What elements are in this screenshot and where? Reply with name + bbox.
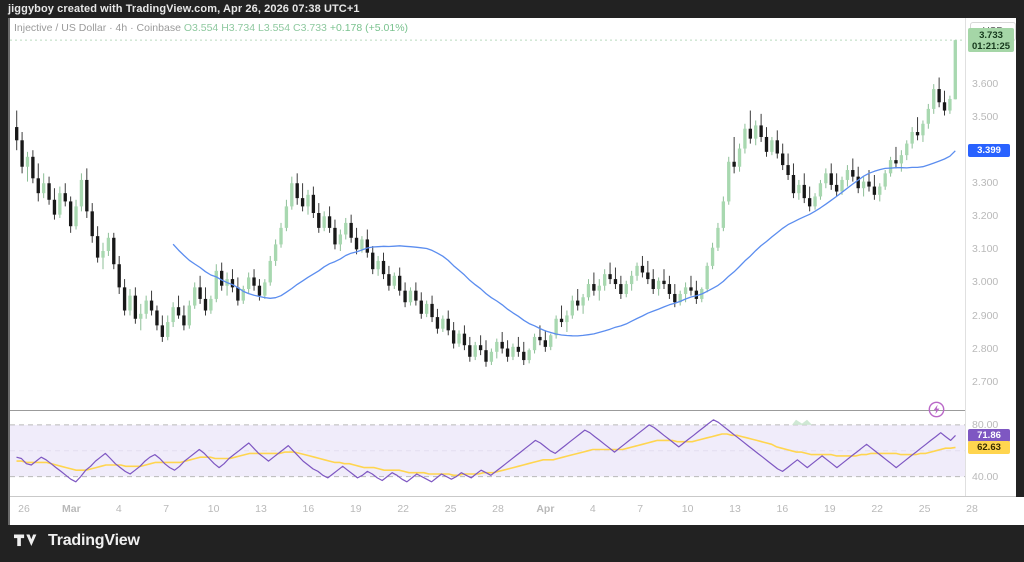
legend-close: C3.733 xyxy=(293,22,327,34)
legend-open: O3.554 xyxy=(183,22,219,34)
price-tick: 2.700 xyxy=(972,375,999,388)
price-tick: 3.200 xyxy=(972,210,999,223)
price-tick: 2.900 xyxy=(972,309,999,322)
time-axis[interactable]: 26 Mar 4 7 10 13 16 19 22 25 28 Apr 4 7 10 13 16 19 22 25 28 xyxy=(10,497,1024,525)
time-tick: 4 xyxy=(589,503,596,515)
lightning-alert-icon[interactable] xyxy=(928,401,945,418)
bar-countdown: 01:21:25 xyxy=(971,40,1011,52)
legend-symbol[interactable]: Injective / US Dollar · 4h · Coinbase xyxy=(14,22,181,34)
price-axis[interactable] xyxy=(965,18,1024,496)
time-tick: 7 xyxy=(637,503,644,515)
time-tick: Mar xyxy=(62,503,81,515)
price-tick: 3.100 xyxy=(972,243,999,256)
rsi-tick: 40.00 xyxy=(972,470,999,483)
time-tick: 19 xyxy=(349,503,362,515)
time-tick: 22 xyxy=(871,503,884,515)
rsi-pane[interactable] xyxy=(10,412,965,496)
footer-bar: TradingView xyxy=(0,525,1024,562)
candlestick-plot xyxy=(10,39,965,367)
time-tick: 13 xyxy=(729,503,741,515)
price-tick: 3.500 xyxy=(972,111,999,124)
ma-value-badge: 3.399 xyxy=(968,144,1010,158)
tradingview-mark-icon xyxy=(14,534,37,547)
tradingview-wordmark: TradingView xyxy=(48,532,140,549)
time-axis-separator xyxy=(10,496,1024,497)
rsi-ma-value-badge: 62.63 xyxy=(968,440,1010,454)
price-tick: 3.000 xyxy=(972,276,999,289)
price-axis-divider xyxy=(965,18,966,496)
time-tick: 10 xyxy=(207,503,220,515)
left-gutter-edge xyxy=(8,18,10,525)
time-tick: 13 xyxy=(255,503,267,515)
price-tick: 3.300 xyxy=(972,177,999,190)
rsi-value-badge: 71.86 xyxy=(968,428,1010,442)
time-tick: 25 xyxy=(444,503,457,515)
time-tick: 25 xyxy=(918,503,931,515)
price-pane[interactable] xyxy=(10,18,965,408)
rsi-tick: 80.00 xyxy=(972,418,999,431)
time-tick: 16 xyxy=(776,503,789,515)
legend-change: +0.178 (+5.01%) xyxy=(329,22,409,34)
pane-separator xyxy=(10,410,1024,411)
time-tick: 7 xyxy=(163,503,170,515)
tradingview-logo[interactable]: TradingView xyxy=(14,532,140,550)
time-tick: 22 xyxy=(397,503,410,515)
attribution-text: jiggyboy created with TradingView.com, A… xyxy=(8,3,360,15)
time-tick: Apr xyxy=(536,503,555,515)
rsi-plot xyxy=(10,419,965,483)
last-price-badge: 3.733 01:21:25 xyxy=(968,28,1014,53)
last-price-value: 3.733 xyxy=(979,29,1003,41)
time-tick: 4 xyxy=(115,503,122,515)
time-tick: 10 xyxy=(681,503,694,515)
time-tick: 28 xyxy=(966,503,978,515)
time-tick: 26 xyxy=(18,503,30,515)
price-tick: 2.800 xyxy=(972,342,999,355)
legend-low: L3.554 xyxy=(257,22,291,34)
chart-legend[interactable]: Injective / US Dollar · 4h · Coinbase O3… xyxy=(14,22,408,34)
attribution-bar: jiggyboy created with TradingView.com, A… xyxy=(0,0,1024,18)
price-tick: 3.600 xyxy=(972,78,999,91)
right-gutter xyxy=(1016,18,1024,525)
time-tick: 16 xyxy=(302,503,315,515)
left-gutter xyxy=(0,18,8,525)
time-tick: 19 xyxy=(823,503,836,515)
legend-high: H3.734 xyxy=(221,22,256,34)
time-tick: 28 xyxy=(492,503,504,515)
